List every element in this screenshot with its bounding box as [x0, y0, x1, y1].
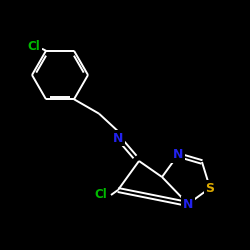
Text: Cl: Cl	[28, 40, 40, 53]
Text: N: N	[173, 148, 183, 162]
Text: S: S	[206, 182, 214, 194]
Text: N: N	[183, 198, 193, 210]
Text: N: N	[113, 132, 123, 144]
Text: Cl: Cl	[94, 188, 108, 202]
